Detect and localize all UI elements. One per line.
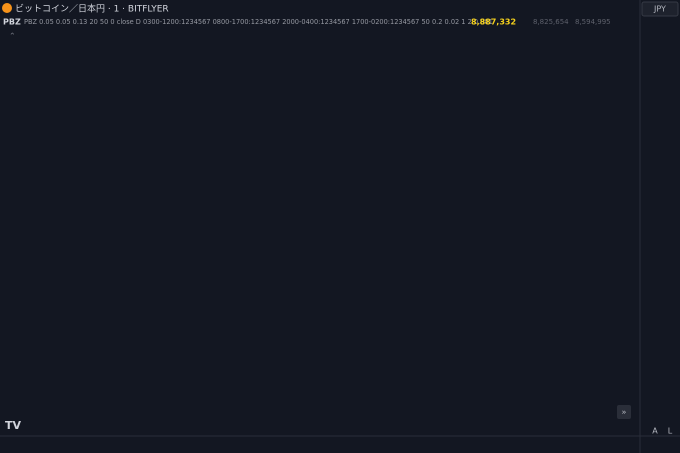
logo: TV [5, 419, 22, 432]
scroll-button[interactable] [617, 405, 631, 419]
symbol: ビットコイン／日本円 · 1 · BITFLYER [15, 3, 169, 15]
indicator-value: 8,594,995 [575, 18, 611, 26]
log-button[interactable]: L [668, 427, 673, 436]
indicator-value: 8,825,654 [533, 18, 569, 26]
symbol-icon [2, 3, 12, 13]
indicator-params: PBZ 0.05 0.05 0.13 20 50 0 close D 0300-… [24, 18, 493, 26]
indicator-name: PBZ [3, 18, 21, 27]
indicator-value: 8,887,332 [471, 18, 516, 27]
currency-button[interactable] [641, 1, 679, 17]
auto-button[interactable]: A [652, 427, 658, 436]
scroll-icon[interactable]: » [622, 408, 627, 417]
collapse-icon[interactable]: ⌃ [9, 32, 16, 41]
currency[interactable]: JPY [653, 5, 666, 14]
